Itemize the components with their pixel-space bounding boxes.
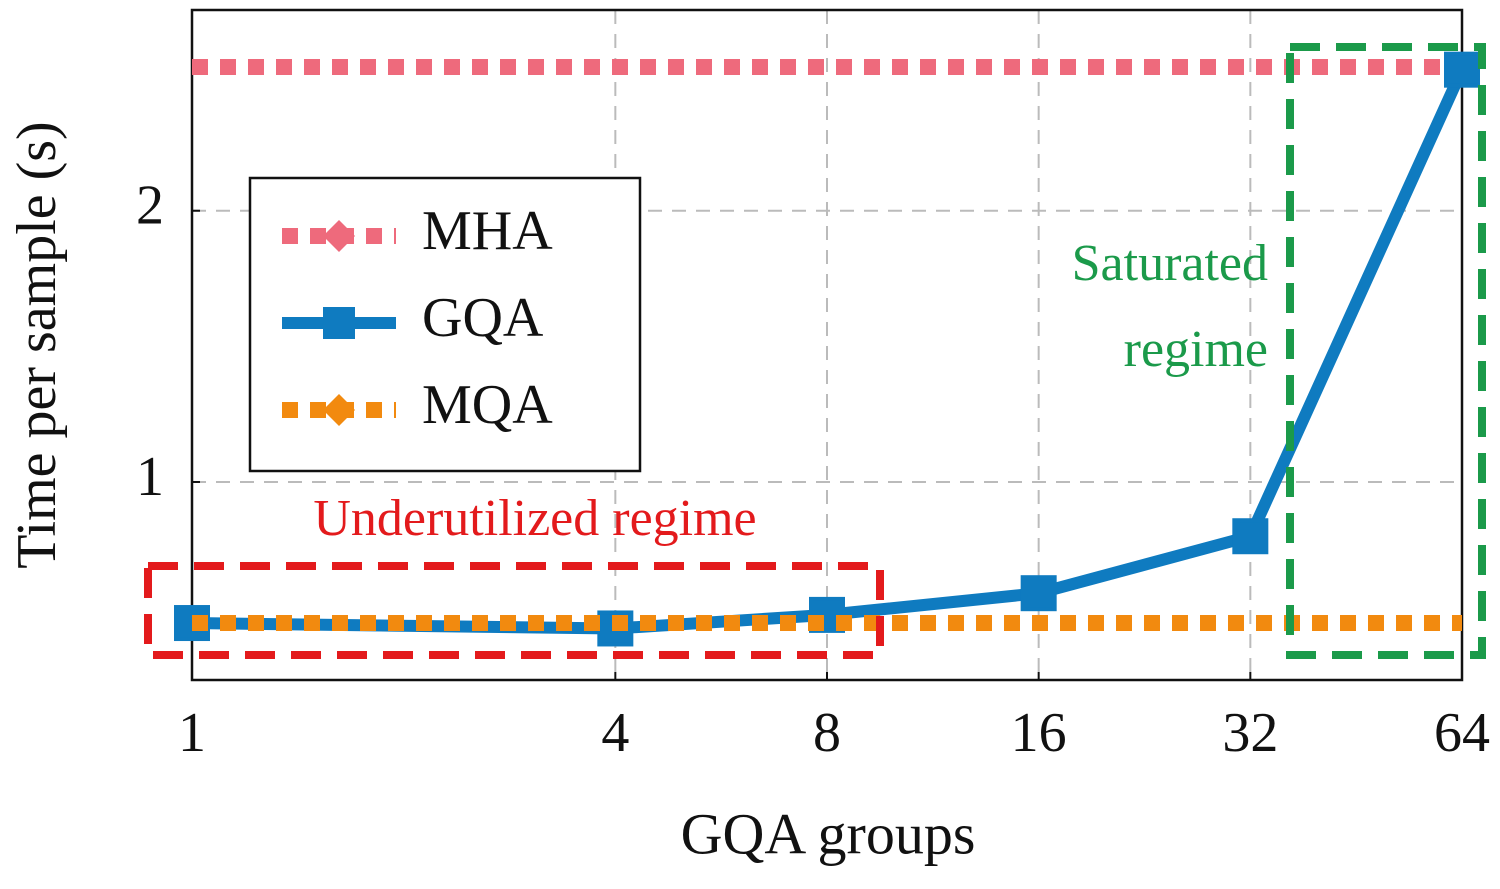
x-tick-label: 4 [601, 702, 629, 764]
marker [809, 596, 845, 633]
region-box [144, 562, 884, 659]
annotation: regime [1124, 321, 1268, 378]
series-line [191, 67, 1468, 635]
legend-label: GQA [422, 287, 544, 349]
legend-marker [323, 307, 355, 339]
y-tick-label: 2 [136, 175, 164, 237]
y-axis-label: Time per sample (s) [6, 121, 68, 568]
legend-label: MQA [422, 374, 553, 436]
x-tick-label: 8 [813, 702, 841, 764]
marker [1444, 51, 1480, 88]
x-tick-label: 32 [1222, 702, 1278, 764]
legend-marker [323, 220, 355, 252]
marker [1020, 575, 1057, 612]
x-axis-label: GQA groups [681, 801, 976, 866]
x-tick-label: 16 [1011, 702, 1067, 764]
marker [1232, 518, 1269, 555]
legend-marker [323, 394, 355, 426]
x-tick-label: 1 [178, 702, 206, 764]
x-tick-label: 64 [1434, 702, 1490, 764]
plot-frame [190, 8, 1464, 682]
y-tick-label: 1 [136, 446, 164, 508]
region-box [1286, 43, 1486, 659]
legend-label: MHA [422, 200, 553, 262]
annotation: Saturated [1072, 235, 1268, 292]
annotation: Underutilized regime [313, 490, 756, 547]
